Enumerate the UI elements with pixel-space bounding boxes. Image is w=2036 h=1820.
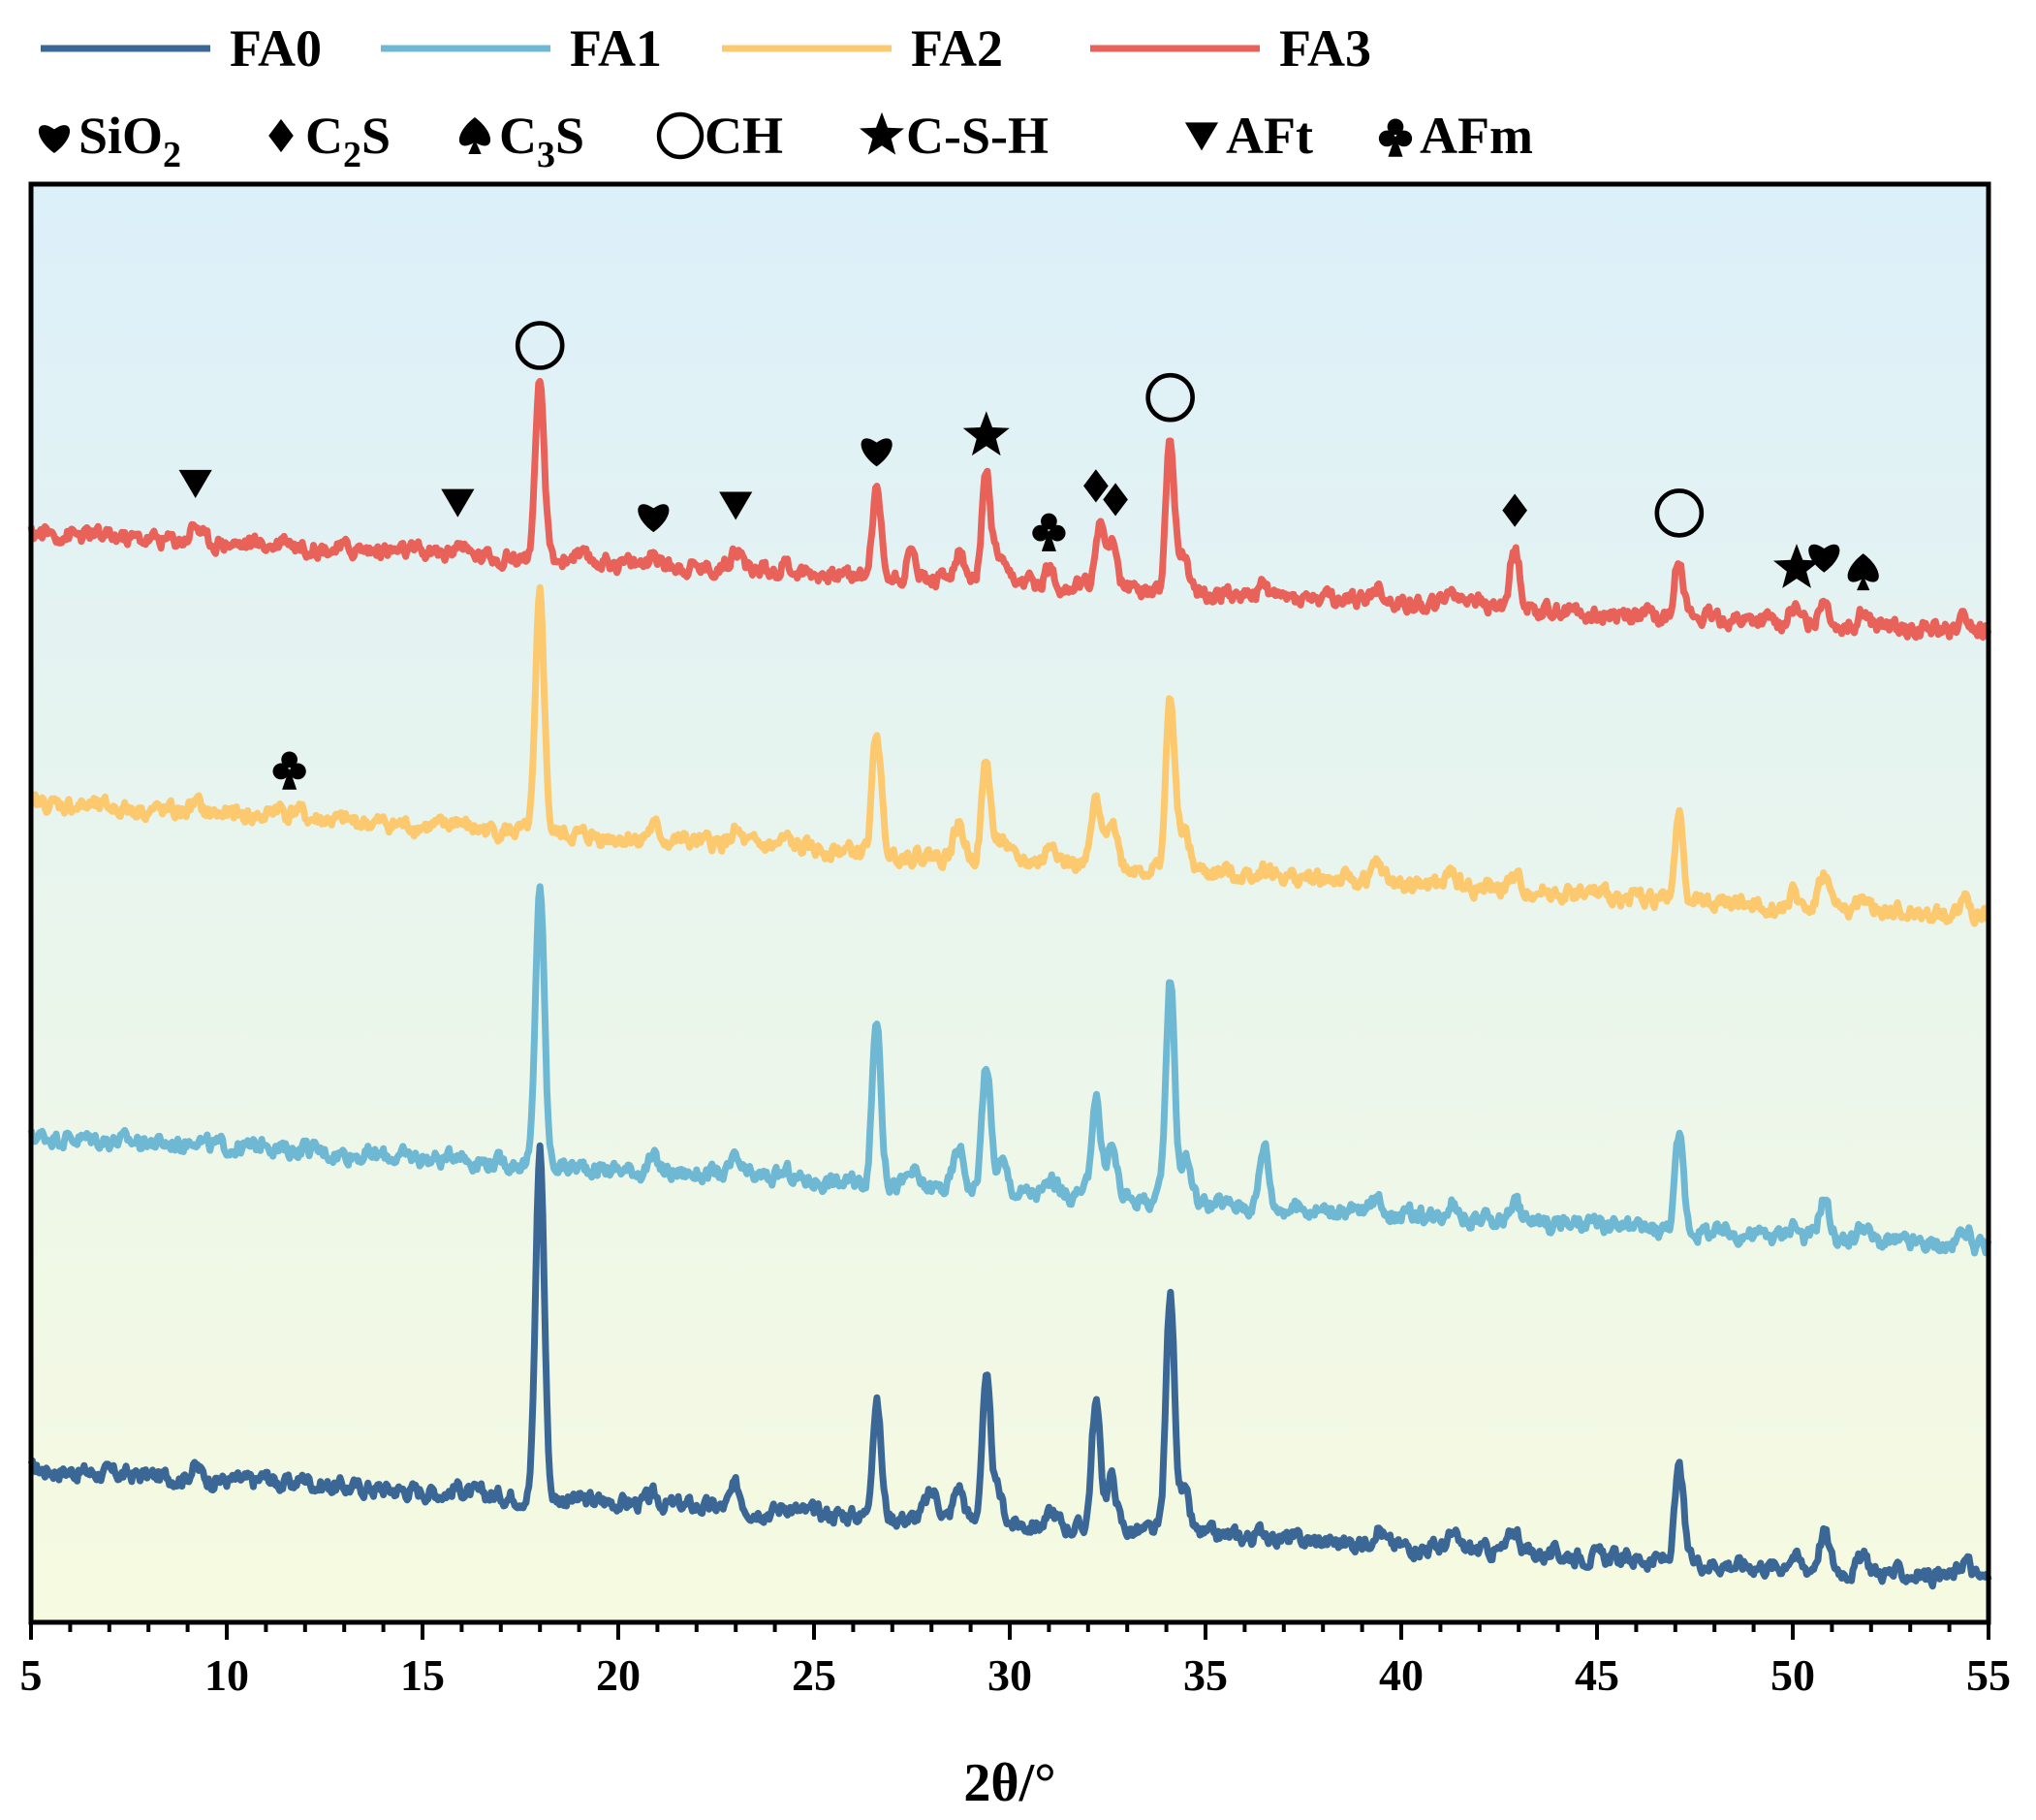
phase-legend-label: AFt <box>1226 107 1313 165</box>
phase-legend-item-c-s-h: C-S-H <box>860 107 1049 165</box>
phase-legend-item-ch: CH <box>656 107 783 165</box>
x-tick-label: 40 <box>1379 1650 1424 1700</box>
annotation-heart-marker <box>861 438 893 467</box>
series-line-fa0 <box>27 1142 1992 1590</box>
x-tick-label: 50 <box>1770 1650 1815 1700</box>
x-tick-label: 10 <box>204 1650 249 1700</box>
x-tick-label: 20 <box>596 1650 641 1700</box>
phase-legend-item-c: C2S <box>268 107 391 175</box>
x-tick-label: 15 <box>400 1650 445 1700</box>
plot-background <box>31 184 1989 1622</box>
x-tick-label: 35 <box>1183 1650 1228 1700</box>
phase-legend-item-aft: AFt <box>1184 107 1313 165</box>
annotation-circle-marker <box>515 321 565 370</box>
annotation-triangle-down-marker <box>178 469 212 498</box>
x-tick-label: 55 <box>1966 1650 2011 1700</box>
legend-label: FA0 <box>230 19 322 78</box>
phase-legend-label: C-S-H <box>906 107 1049 165</box>
annotation-star-marker <box>1773 544 1821 588</box>
legend-label: FA2 <box>911 19 1003 78</box>
star-icon <box>860 111 904 155</box>
series-layer <box>27 378 1992 1590</box>
legend-label: FA1 <box>570 19 662 78</box>
legend-label: FA3 <box>1279 19 1371 78</box>
legend-item-fa1: FA1 <box>381 19 662 78</box>
legend-item-fa3: FA3 <box>1090 19 1371 78</box>
phase-legend-label: SiO2 <box>78 107 181 175</box>
annotation-circle-marker <box>1654 488 1705 538</box>
x-axis-label: 2θ/° <box>963 1753 1055 1813</box>
annotation-heart-marker <box>638 504 670 533</box>
annotation-diamond-marker <box>1502 493 1527 527</box>
series-line-fa2 <box>28 583 1991 927</box>
annotation-diamond-marker <box>1103 483 1128 517</box>
annotation-triangle-down-marker <box>719 491 753 520</box>
diamond-icon <box>268 118 294 153</box>
annotation-diamond-marker <box>1083 469 1109 503</box>
x-axis: 5 10 15 20 25 30 35 40 45 50 55 <box>20 1622 2011 1700</box>
x-tick-label: 30 <box>987 1650 1032 1700</box>
x-tick-label: 5 <box>20 1650 43 1700</box>
legend-item-fa2: FA2 <box>722 19 1003 78</box>
annotation-club-marker <box>1032 513 1066 551</box>
heart-icon <box>38 125 71 154</box>
series-legend: FA0 FA1 FA2 FA3 <box>41 19 1371 78</box>
series-line-fa3 <box>27 378 1992 642</box>
phase-legend-item-sio: SiO2 <box>38 107 181 175</box>
phase-legend-label: C3S <box>499 107 584 175</box>
phase-legend: SiO2 C2S C3S CH C-S-H AFt AFm <box>38 107 1533 175</box>
annotation-star-marker <box>962 411 1010 456</box>
circle-icon <box>656 111 705 160</box>
x-tick-label: 45 <box>1575 1650 1619 1700</box>
annotation-triangle-down-marker <box>441 488 475 518</box>
x-tick-label: 25 <box>792 1650 836 1700</box>
annotation-circle-marker <box>1145 372 1195 423</box>
phase-legend-label: AFm <box>1420 107 1533 165</box>
spade-icon <box>458 117 491 154</box>
phase-legend-label: CH <box>705 107 783 165</box>
annotation-heart-marker <box>1808 544 1840 573</box>
club-icon <box>1378 118 1413 157</box>
phase-legend-label: C2S <box>305 107 391 175</box>
triangle-down-icon <box>1184 122 1219 151</box>
legend-item-fa0: FA0 <box>41 19 322 78</box>
annotation-spade-marker <box>1847 553 1879 591</box>
annotation-club-marker <box>272 751 306 790</box>
phase-legend-item-c: C3S <box>458 107 584 175</box>
series-line-fa1 <box>27 883 1992 1257</box>
annotation-layer <box>178 321 1879 790</box>
phase-legend-item-afm: AFm <box>1378 107 1533 165</box>
